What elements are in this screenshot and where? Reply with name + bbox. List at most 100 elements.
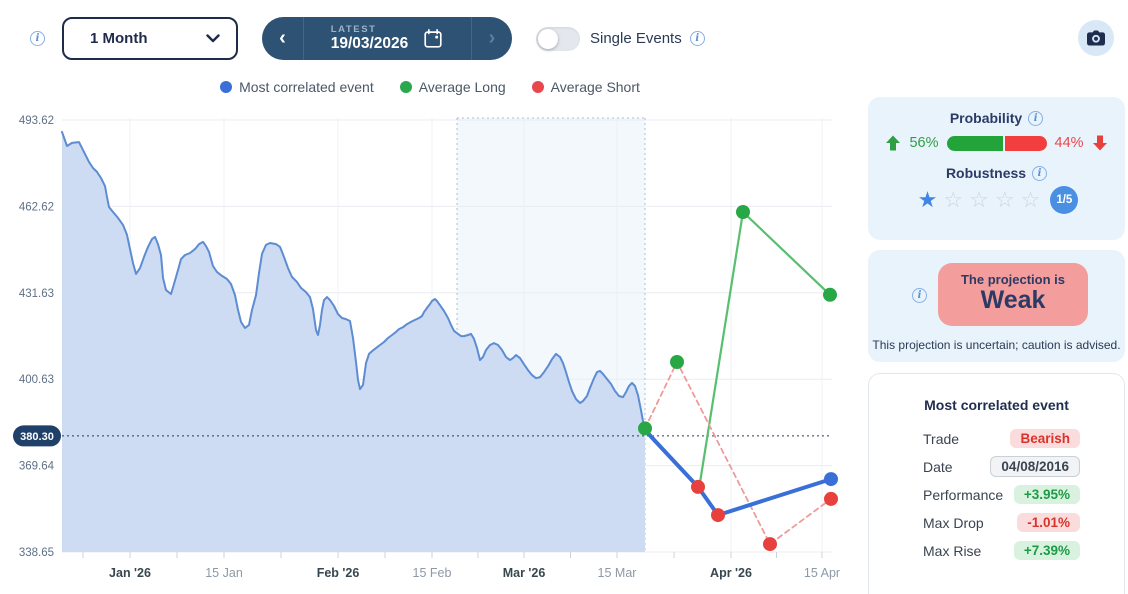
probability-bar-down [1004,135,1047,151]
projection-info-icon[interactable]: i [912,288,927,303]
single-events-info-icon[interactable]: i [689,31,705,46]
performance-badge: +3.95% [1013,485,1080,504]
legend-dot-blue [220,81,233,93]
arrow-up-icon [886,135,901,151]
star-empty-icon: ☆ [1020,186,1041,212]
probability-down-value: 44% [1054,135,1084,151]
table-row-max-rise: Max Rise +7.39% [923,540,1080,561]
max-drop-badge: -1.01% [1017,513,1080,532]
chart-legend: Most correlated event Average Long Avera… [0,79,860,95]
y-axis-label: 369.64 [19,461,55,473]
data-point[interactable] [824,472,838,487]
x-axis-label: 15 Jan [205,566,243,580]
table-row-performance: Performance +3.95% [923,484,1080,505]
chevron-down-icon [206,34,220,43]
data-point[interactable] [824,491,838,506]
x-axis-label: Feb '26 [317,566,360,580]
row-label: Trade [923,430,960,447]
probability-bar-up [946,135,1003,151]
data-point[interactable] [736,205,750,219]
row-label: Max Drop [923,514,984,531]
probability-title: Probability [949,110,1023,126]
arrow-down-icon [1092,135,1107,151]
row-label: Performance [923,486,1004,503]
most-correlated-event-card: Most correlated event Trade Bearish Date… [868,373,1125,594]
next-date-button[interactable]: › [488,27,496,49]
legend-label: Average Long [418,79,506,95]
history-line [61,131,646,434]
table-row-trade: Trade Bearish [923,428,1080,449]
legend-dot-green [399,81,412,93]
star-filled-icon: ★ [917,186,938,212]
star-empty-icon: ☆ [994,186,1015,212]
probability-up-value: 56% [909,135,939,151]
legend-item-most-correlated[interactable]: Most correlated event [220,79,374,95]
max-rise-badge: +7.39% [1013,541,1080,560]
projection-average-long [643,210,832,490]
camera-icon [1087,30,1105,46]
star-empty-icon: ☆ [943,186,964,212]
legend-label: Average Short [550,79,640,95]
calendar-icon [424,28,442,48]
projection-most-correlated-event [643,428,833,518]
probability-card: Probability i 56% 44% Robustness i ★ ☆ ☆ ☆ ☆… [868,97,1125,240]
screenshot-button[interactable] [1078,20,1114,56]
projection-strength-value: Weak [980,286,1046,314]
latest-label: LATEST [330,23,377,35]
data-point[interactable] [670,355,684,369]
most-correlated-title: Most correlated event [924,397,1069,413]
table-row-max-drop: Max Drop -1.01% [923,512,1080,533]
period-select[interactable]: 1 Month [62,17,238,60]
star-empty-icon: ☆ [969,186,989,212]
legend-item-average-short[interactable]: Average Short [531,79,640,95]
data-point[interactable] [823,287,837,302]
date-navigator: ‹ LATEST 19/03/2026 › [262,17,512,60]
y-axis-label: 431.63 [19,288,54,300]
date-display: LATEST 19/03/2026 [303,17,472,60]
period-select-value: 1 Month [90,30,148,47]
date-value: 04/08/2016 [990,456,1080,477]
single-events-toggle[interactable] [536,27,580,51]
projection-average-short [644,361,832,545]
legend-dot-red [531,81,544,93]
data-point[interactable] [763,537,777,552]
robustness-info-icon[interactable]: i [1032,165,1048,181]
data-point[interactable] [638,421,652,436]
x-axis-label: 15 Feb [413,566,452,580]
current-date: 19/03/2026 [330,34,409,52]
chart-canvas[interactable]: 493.62 462.62 431.63 400.63 369.64 338.65 Jan … [0,0,860,594]
trade-badge: Bearish [1010,429,1080,448]
projection-strength-card: i The projection is Weak This projection… [868,250,1125,362]
probability-bar [946,135,1047,151]
prev-date-button[interactable]: ‹ [279,27,286,49]
data-point[interactable] [691,479,705,494]
projection-prefix: The projection is [960,272,1065,287]
last-price-badge [13,425,61,447]
legend-item-average-long[interactable]: Average Long [399,79,506,95]
y-axis-label: 462.62 [19,201,54,213]
last-price-value: 380.30 [20,431,54,443]
calendar-button[interactable] [422,28,444,50]
projection-caption: This projection is uncertain; caution is… [872,338,1121,352]
y-axis-label: 338.65 [19,547,54,559]
projection-strength-box: The projection is Weak [938,263,1088,326]
y-axis-label: 493.62 [19,115,54,127]
x-axis-label: Jan '26 [109,566,151,580]
single-events-label: Single Events [590,30,682,47]
table-row-date: Date 04/08/2016 [923,456,1080,477]
toggle-knob [538,29,558,49]
rating-badge: 1/5 [1050,186,1079,214]
x-axis-label: Mar '26 [503,566,546,580]
x-axis-label: Apr '26 [710,566,752,580]
y-axis-label: 400.63 [19,374,54,386]
row-label: Max Rise [923,542,982,559]
x-axis-label: 15 Mar [598,566,637,580]
star-rating: ★ ☆ ☆ ☆ ☆ [915,186,1044,212]
period-info-icon[interactable]: i [30,31,45,46]
x-axis-label: 15 Apr [804,566,840,580]
legend-label: Most correlated event [239,79,374,95]
data-point[interactable] [711,508,725,523]
robustness-title: Robustness [945,165,1027,181]
probability-info-icon[interactable]: i [1028,110,1044,126]
